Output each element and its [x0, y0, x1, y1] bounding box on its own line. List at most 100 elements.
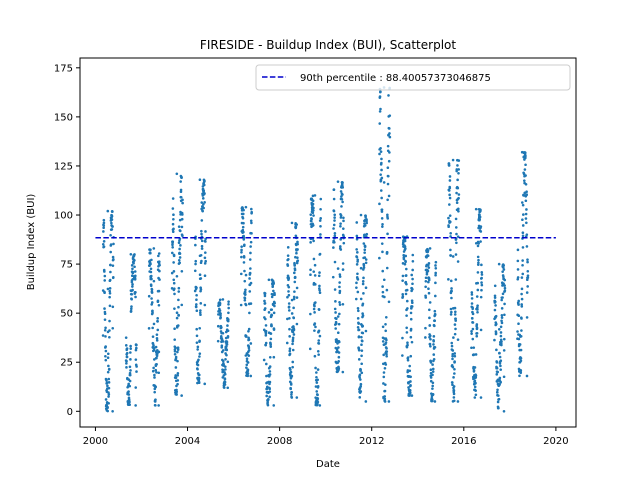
data-point	[178, 287, 181, 290]
data-point	[388, 400, 391, 403]
data-point	[471, 338, 474, 341]
data-point	[520, 359, 523, 362]
data-point	[107, 378, 110, 381]
data-point	[409, 375, 412, 378]
data-point	[250, 208, 253, 211]
data-point	[477, 271, 480, 274]
data-point	[430, 376, 433, 379]
data-point	[526, 245, 529, 248]
data-point	[248, 328, 251, 331]
data-point	[109, 292, 112, 295]
data-point	[316, 397, 319, 400]
data-point	[430, 361, 433, 364]
data-point	[434, 274, 437, 277]
data-point	[158, 351, 161, 354]
data-point	[204, 257, 207, 260]
data-point	[470, 332, 473, 335]
data-point	[103, 270, 106, 273]
data-point	[516, 330, 519, 333]
data-point	[453, 393, 456, 396]
data-point	[247, 368, 250, 371]
data-point	[273, 305, 276, 308]
data-point	[319, 219, 322, 222]
data-point	[378, 153, 381, 156]
data-point	[175, 356, 178, 359]
data-point	[386, 251, 389, 254]
data-point	[158, 278, 161, 281]
y-tick-label: 150	[54, 112, 73, 123]
data-point	[270, 338, 273, 341]
data-point	[457, 187, 460, 190]
data-point	[425, 276, 428, 279]
data-point	[520, 369, 523, 372]
data-point	[197, 364, 200, 367]
data-point	[335, 322, 338, 325]
data-point	[431, 387, 434, 390]
data-point	[447, 278, 450, 281]
data-point	[493, 339, 496, 342]
data-point	[102, 243, 105, 246]
x-axis-label: Date	[316, 459, 340, 470]
data-point	[128, 393, 131, 396]
data-point	[198, 374, 201, 377]
data-point	[292, 307, 295, 310]
data-point	[153, 280, 156, 283]
data-point	[474, 380, 477, 383]
data-point	[525, 217, 528, 220]
data-point	[337, 360, 340, 363]
data-point	[265, 330, 268, 333]
data-point	[194, 269, 197, 272]
data-point	[471, 297, 474, 300]
data-point	[112, 306, 115, 309]
data-point	[157, 371, 160, 374]
data-point	[155, 371, 158, 374]
data-point	[227, 303, 230, 306]
data-point	[220, 326, 223, 329]
data-point	[295, 223, 298, 226]
data-point	[359, 378, 362, 381]
data-point	[333, 213, 336, 216]
data-point	[342, 242, 345, 245]
data-point	[200, 233, 203, 236]
data-point	[242, 222, 245, 225]
data-point	[296, 248, 299, 251]
data-point	[318, 285, 321, 288]
data-point	[503, 268, 506, 271]
data-point	[267, 404, 270, 407]
chart-title: FIRESIDE - Buildup Index (BUI), Scatterp…	[200, 38, 456, 52]
data-point	[526, 261, 529, 264]
data-point	[495, 315, 498, 318]
data-point	[381, 242, 384, 245]
data-point	[263, 300, 266, 303]
data-point	[312, 207, 315, 210]
data-point	[477, 242, 480, 245]
data-point	[517, 260, 520, 263]
data-point	[406, 307, 409, 310]
data-point	[434, 310, 437, 313]
data-point	[473, 369, 476, 372]
data-point	[176, 379, 179, 382]
data-point	[360, 343, 363, 346]
data-point	[385, 355, 388, 358]
data-point	[355, 286, 358, 289]
data-point	[203, 180, 206, 183]
data-point	[382, 376, 385, 379]
data-point	[104, 318, 107, 321]
data-point	[198, 340, 201, 343]
data-point	[178, 248, 181, 251]
data-point	[318, 308, 321, 311]
data-point	[248, 347, 251, 350]
data-point	[179, 256, 182, 259]
data-point	[222, 363, 225, 366]
data-point	[385, 350, 388, 353]
data-point	[475, 208, 478, 211]
data-point	[107, 210, 110, 213]
data-point	[269, 356, 272, 359]
data-point	[385, 339, 388, 342]
data-point	[263, 359, 266, 362]
y-tick-label: 125	[54, 161, 73, 172]
data-point	[103, 222, 106, 225]
data-point	[203, 201, 206, 204]
data-point	[517, 276, 520, 279]
data-point	[245, 363, 248, 366]
